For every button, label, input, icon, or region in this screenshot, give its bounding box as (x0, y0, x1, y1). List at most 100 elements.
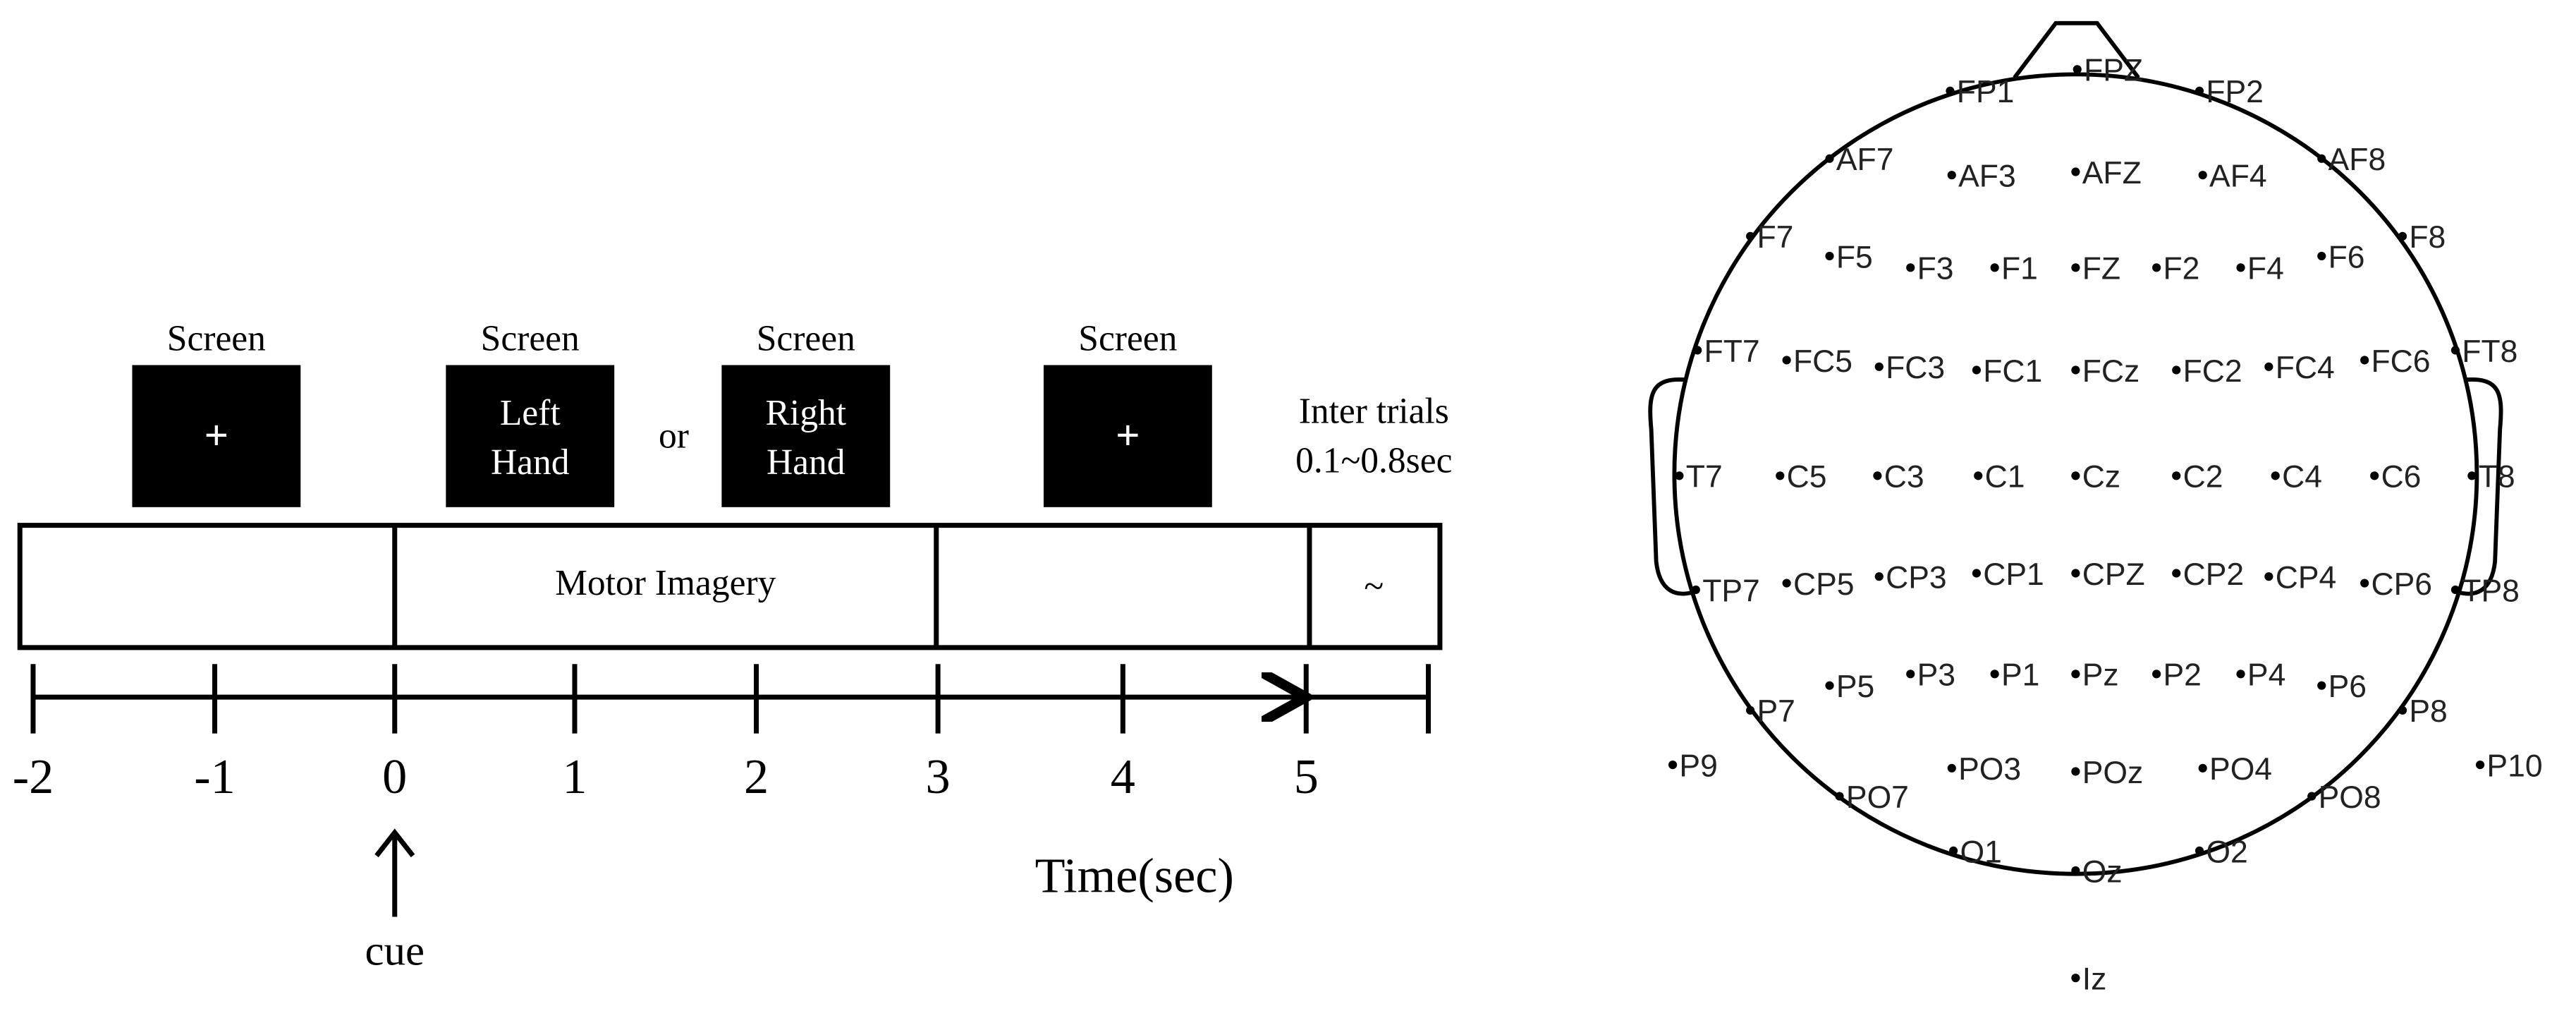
electrode-label: AF3 (1958, 159, 2016, 194)
inter-trials: Inter trials (1299, 391, 1449, 431)
electrode-label: C3 (1884, 460, 1924, 495)
electrode-label: AF7 (1836, 143, 1894, 177)
electrode-dot (2370, 471, 2379, 480)
electrode-dot (1691, 585, 1700, 595)
electrode-label: FZ (2082, 252, 2120, 286)
electrode-dot (2195, 846, 2204, 855)
electrode-dot (2198, 763, 2207, 773)
electrode-label: O2 (2206, 835, 2247, 869)
electrode-dot (1949, 846, 1958, 855)
electrode-label: C4 (2282, 460, 2322, 495)
electrode-label: FC4 (2276, 351, 2335, 385)
electrode-label: CP4 (2276, 561, 2337, 595)
electrode-label: F5 (1836, 240, 1873, 274)
electrode-dot (2236, 670, 2245, 679)
electrode-label: PO4 (2209, 752, 2272, 787)
electrode-label: P6 (2328, 670, 2367, 704)
electrode-dot (2071, 471, 2080, 480)
electrode-label: TP8 (2462, 574, 2520, 608)
tick-label: -1 (194, 749, 236, 804)
electrode-dot (2071, 866, 2080, 876)
screen-text: Left (500, 393, 561, 433)
cue-label: cue (365, 927, 425, 974)
tick-label: -2 (13, 749, 54, 804)
electrode-label: Iz (2082, 962, 2107, 997)
tick-label: 0 (382, 749, 407, 804)
electrode-label: FT7 (1704, 334, 1760, 369)
electrode-label: FC3 (1886, 351, 1945, 385)
electrode-label: F8 (2409, 220, 2446, 255)
electrode-label: PO3 (1958, 752, 2021, 787)
electrode-label: FT8 (2462, 334, 2517, 369)
inter-trials: 0.1~0.8sec (1295, 441, 1452, 481)
electrode-label: FPZ (2084, 54, 2143, 88)
or-label: or (659, 416, 689, 456)
electrode-label: CPZ (2082, 557, 2145, 592)
electrode-label: Cz (2082, 460, 2120, 495)
electrode-label: C6 (2381, 460, 2422, 495)
segment-label: Motor Imagery (555, 563, 776, 603)
electrode-label: TP7 (1702, 574, 1760, 608)
electrode-label: PO7 (1846, 780, 1909, 815)
electrode-label: T7 (1686, 460, 1723, 495)
electrode-label: P9 (1679, 749, 1717, 784)
electrode-dot (1946, 86, 1955, 95)
electrode-label: FC5 (1793, 344, 1852, 379)
electrode-label: P8 (2409, 694, 2447, 729)
electrode-label: FC1 (1983, 354, 2042, 389)
electrode-dot (2071, 974, 2080, 983)
electrode-dot (1874, 572, 1884, 581)
electrode-label: AF8 (2328, 143, 2386, 177)
electrode-dot (2264, 362, 2273, 371)
electrode-label: O1 (1960, 835, 2001, 869)
electrode-dot (2071, 670, 2080, 679)
electrode-label: FP1 (1957, 75, 2015, 109)
electrode-label: P4 (2247, 658, 2285, 693)
electrode-dot (2172, 471, 2181, 480)
screen-text: + (1116, 412, 1140, 459)
electrode-dot (1990, 263, 1999, 272)
electrode-dot (1782, 579, 1791, 588)
timeline-box (17, 523, 1443, 917)
screen-text: + (205, 412, 229, 459)
axis-label: Time(sec) (1035, 848, 1234, 903)
screen-text: Hand (491, 442, 570, 483)
electrode-dot (1990, 670, 1999, 679)
electrode-label: F1 (2001, 252, 2038, 286)
electrode-label: POz (2082, 756, 2143, 790)
electrode-dot (2152, 670, 2161, 679)
screen-title: Screen (481, 318, 580, 358)
tick-label: 3 (926, 749, 951, 804)
electrode-label: CP6 (2371, 567, 2433, 602)
electrode-label: AFZ (2082, 156, 2142, 190)
electrode-label: F7 (1757, 220, 1793, 255)
electrode-dot (1668, 761, 1678, 770)
tick-label: 2 (744, 749, 769, 804)
electrode-dot (2073, 65, 2082, 74)
electrode-label: PO8 (2319, 780, 2381, 815)
electrode-dot (2198, 171, 2207, 180)
electrode-label: P3 (1917, 658, 1955, 693)
electrode-dot (2071, 767, 2080, 776)
tick-label: 4 (1111, 749, 1135, 804)
electrode-dot (1874, 362, 1884, 371)
electrode-dot (2264, 572, 2273, 581)
electrode-dot (2398, 706, 2407, 715)
electrode-label: P2 (2163, 658, 2201, 693)
electrode-dot (2071, 167, 2080, 176)
electrode-dot (1825, 681, 1834, 690)
electrode-label: F6 (2328, 240, 2365, 274)
electrode-label: C5 (1787, 460, 1827, 495)
electrode-dot (2317, 681, 2326, 690)
electrode-label: FP2 (2206, 75, 2264, 109)
electrode-dot (2360, 356, 2369, 365)
electrode-dot (2195, 86, 2204, 95)
electrode-label: FC2 (2183, 354, 2242, 389)
screen-box (1043, 365, 1212, 507)
screen-title: Screen (1078, 318, 1177, 358)
electrode-label: Oz (2082, 854, 2123, 889)
tick-label: 5 (1294, 749, 1319, 804)
electrode-label: CP5 (1793, 567, 1855, 602)
electrode-dot (1972, 569, 1981, 578)
